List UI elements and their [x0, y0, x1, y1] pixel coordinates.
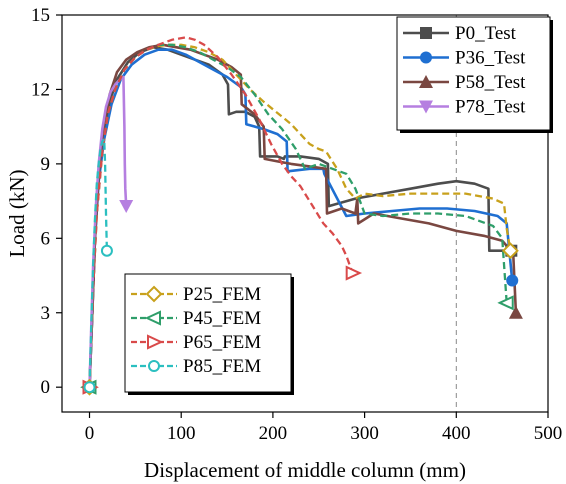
series-markers [80, 200, 523, 396]
legend-marker-p65-fem [147, 334, 164, 350]
start-marker-p85-fem [83, 381, 96, 394]
y-tick-label: 12 [31, 79, 50, 100]
legend-label-p78-test: P78_Test [455, 97, 526, 118]
series-line-p45-fem [88, 43, 508, 388]
x-tick-label: 0 [85, 423, 95, 444]
legend-label-p36-test: P36_Test [455, 48, 526, 69]
x-tick-label: 300 [350, 423, 379, 444]
x-axis-title: Displacement of middle column (mm) [144, 458, 466, 482]
end-marker-p58-test [508, 305, 523, 319]
x-tick-label: 500 [534, 423, 563, 444]
ticks-layer: 0 100 200 300 400 500 0 3 6 9 12 15 [31, 5, 562, 444]
end-marker-p85-fem [100, 244, 113, 257]
y-tick-label: 15 [31, 5, 50, 26]
legend-top-right: P0_Test P36_Test P58_Test P78_Test [396, 16, 553, 133]
series-line-p85-fem [88, 137, 109, 388]
plot-frame [61, 14, 549, 413]
series-line-p36-test [88, 48, 514, 388]
legend-marker-p85-fem [148, 360, 160, 372]
legend-layer: P0_Test P36_Test P58_Test P78_Test P25_FEM P4… [124, 16, 553, 395]
legend-marker-p78-test [419, 100, 433, 114]
legend-marker-p45-fem [144, 310, 161, 326]
end-marker-p78-test [119, 200, 134, 214]
legend-label-p25-fem: P25_FEM [183, 284, 261, 305]
end-marker-p65-fem [345, 265, 363, 281]
y-axis-title: Load (kN) [5, 169, 29, 257]
legend-label-p65-fem: P65_FEM [183, 332, 261, 353]
series-line-p65-fem [88, 36, 354, 388]
legend-marker-p36-test [420, 51, 432, 64]
y-tick-label: 3 [41, 303, 51, 324]
legend-marker-p25-fem [145, 285, 163, 303]
end-marker-p45-fem [497, 295, 514, 311]
end-marker-p36-test [506, 274, 519, 287]
legend-label-p58-test: P58_Test [455, 72, 526, 93]
legend-marker-p0-test [420, 27, 432, 39]
x-tick-label: 200 [259, 423, 288, 444]
y-tick-label: 9 [41, 154, 51, 175]
end-marker-p25-fem [501, 242, 519, 260]
legend-label-p85-fem: P85_FEM [183, 356, 261, 377]
legend-marker-p58-test [419, 75, 433, 88]
legend-bottom-left: P25_FEM P45_FEM P65_FEM P85_FEM [124, 273, 294, 395]
legend-label-p45-fem: P45_FEM [183, 308, 261, 329]
y-tick-label: 6 [41, 228, 51, 249]
y-tick-label: 0 [41, 377, 51, 398]
series-line-p0-test [88, 45, 512, 388]
x-tick-label: 400 [442, 423, 471, 444]
series-layer [80, 36, 523, 396]
x-tick-label: 100 [167, 423, 196, 444]
legend-label-p0-test: P0_Test [455, 23, 517, 44]
